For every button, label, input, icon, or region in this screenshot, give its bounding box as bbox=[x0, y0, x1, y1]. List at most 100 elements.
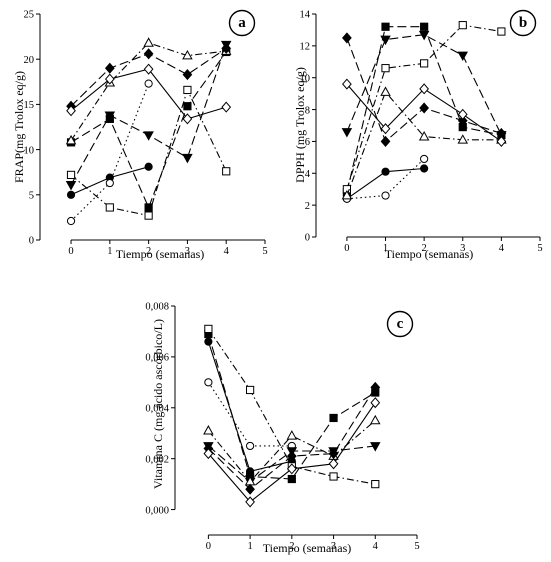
panel-a-series-0-point bbox=[144, 162, 153, 171]
panel-c-series-4-point bbox=[370, 442, 381, 452]
panel-c-series-6-point bbox=[245, 483, 255, 495]
panel-c-xlabel: Tiempo (semanas) bbox=[263, 541, 352, 555]
panel-b-series-6-point bbox=[380, 135, 391, 147]
panel-a-ylabel: FRAP(mg Trolox eq/g) bbox=[12, 71, 26, 183]
panel-b-series-1-point bbox=[420, 154, 429, 164]
panel-c-x-tick-label: 4 bbox=[373, 541, 379, 552]
panel-b-x-tick-label: 3 bbox=[460, 243, 465, 254]
panel-c-y-tick-label: 0,006 bbox=[145, 353, 169, 364]
panel-c-series-1-point bbox=[246, 441, 255, 451]
panel-b-x-tick-label: 1 bbox=[383, 243, 388, 254]
panel-a-series-7-point bbox=[182, 113, 193, 125]
panel-a-xlabel: Tiempo (semanas) bbox=[116, 247, 205, 261]
panel-a-series-0-point bbox=[66, 190, 76, 199]
panel-b-series-7-point bbox=[496, 135, 507, 147]
panel-b-series-5-point bbox=[418, 131, 430, 141]
panel-c-series-1-point bbox=[204, 378, 213, 387]
panel-c-badge bbox=[386, 310, 414, 338]
panel-a-series-2-point bbox=[144, 203, 153, 212]
panel-c-x-tick-label: 1 bbox=[247, 541, 252, 552]
panel-c-x-tick-label: 5 bbox=[414, 541, 419, 552]
panel-c-series-5-point bbox=[286, 430, 298, 440]
panel-a-y-tick-label: 10 bbox=[24, 145, 35, 156]
panel-a-series-7-line bbox=[70, 68, 227, 120]
panel-c-x-tick-label: 2 bbox=[289, 541, 294, 552]
panel-c-x-tick-label: 3 bbox=[331, 541, 336, 552]
panel-c-series-6-point bbox=[370, 381, 381, 393]
panel-c-series-3-point bbox=[246, 385, 255, 395]
panel-a-series-5-point bbox=[143, 37, 154, 47]
panel-a-series-1-point bbox=[144, 79, 153, 88]
panel-b-series-2-point bbox=[381, 22, 390, 31]
panel-a-y-tick-label: 0 bbox=[29, 236, 34, 247]
panel-b-series-7-point bbox=[342, 78, 352, 90]
panel-c-y-tick-label: 0,002 bbox=[145, 454, 169, 465]
panel-a-series-6-point bbox=[221, 42, 232, 54]
panel-b-series-5-point bbox=[457, 134, 469, 144]
panel-a-series-3-line bbox=[70, 88, 227, 217]
panel-b-y-tick-label: 0 bbox=[305, 233, 310, 244]
panel-a-series-5-line bbox=[70, 42, 227, 141]
panel-a-series-6-point bbox=[182, 69, 193, 81]
panel-a-x-tick-label: 1 bbox=[107, 246, 112, 257]
panel-b-y-tick-label: 8 bbox=[305, 105, 310, 116]
panel-b-y-tick-label: 12 bbox=[300, 42, 311, 53]
panel-c-label: c bbox=[397, 316, 404, 332]
panel-a-x-tick-label: 5 bbox=[262, 246, 267, 257]
panel-c-series-3-point bbox=[204, 324, 213, 333]
panel-a-series-4-point bbox=[65, 181, 77, 191]
panel-b-series-4-line bbox=[346, 34, 502, 136]
panel-a-series-4-point bbox=[104, 111, 116, 121]
panel-b-series-6-point bbox=[342, 32, 352, 44]
panel-b-x-tick-label: 0 bbox=[344, 243, 349, 254]
panel-c-series-5-point bbox=[203, 425, 214, 435]
panel-c-series-0-line bbox=[207, 341, 292, 473]
panel-b-y-tick-label: 4 bbox=[305, 169, 311, 180]
panel-b-xlabel: Tiempo (semanas) bbox=[385, 247, 474, 261]
panel-c-ylabel: Vitamina C (mg ácido ascórbico/L) bbox=[151, 319, 165, 489]
panel-a-series-3-point bbox=[222, 167, 231, 176]
panel-a-badge bbox=[228, 9, 256, 37]
panel-b-series-4-point bbox=[380, 35, 391, 46]
panel-a-frap-chart: a FRAP(mg Trolox eq/g) Tiempo (semanas) … bbox=[12, 10, 268, 261]
panel-b-y-tick-label: 10 bbox=[300, 73, 311, 84]
panel-a-label: a bbox=[238, 15, 246, 31]
panel-c-y-tick-label: 0,008 bbox=[145, 302, 169, 313]
panel-b-x-tick-label: 4 bbox=[499, 243, 505, 254]
panel-c-series-7-point bbox=[286, 463, 297, 475]
panel-c-y-tick-label: 0,004 bbox=[145, 403, 169, 414]
panel-b-series-4-point bbox=[457, 51, 469, 62]
panel-b-y-tick-label: 6 bbox=[305, 137, 310, 148]
panel-b-x-tick-label: 5 bbox=[537, 243, 542, 254]
panel-a-series-3-point bbox=[183, 85, 192, 95]
panel-b-series-3-point bbox=[497, 27, 506, 36]
panel-b-y-tick-label: 14 bbox=[300, 10, 311, 21]
panel-c-series-2-point bbox=[329, 413, 338, 423]
panel-b-series-3-point bbox=[458, 21, 467, 30]
panel-b-series-4-point bbox=[341, 128, 353, 138]
panel-c-x-tick-label: 0 bbox=[206, 541, 211, 552]
panel-a-series-3-point bbox=[105, 203, 114, 212]
panel-b-dpph-chart: b DPPH (mg Trolox eq/g) Tiempo (semanas)… bbox=[293, 10, 543, 261]
panel-b-series-4-point bbox=[418, 30, 430, 41]
panel-a-y-tick-label: 25 bbox=[24, 10, 35, 21]
panel-c-series-3-point bbox=[371, 480, 380, 489]
panel-a-x-tick-label: 0 bbox=[68, 246, 73, 257]
panel-a-series-6-point bbox=[104, 62, 115, 74]
panel-a-series-2-line bbox=[70, 51, 227, 209]
panel-a-series-4-point bbox=[143, 131, 154, 141]
panel-b-label: b bbox=[519, 15, 527, 31]
panel-a-series-3-point bbox=[144, 211, 153, 220]
panel-a-series-7-point bbox=[66, 105, 76, 117]
panel-c-series-7-point bbox=[328, 458, 339, 470]
panel-a-series-6-point bbox=[143, 48, 154, 60]
panel-a-series-7-point bbox=[143, 63, 154, 75]
panel-c-series-7-point bbox=[203, 448, 214, 460]
panel-a-series-2-point bbox=[183, 102, 192, 111]
panel-c-series-7-point bbox=[245, 496, 255, 508]
panel-b-series-7-point bbox=[380, 123, 391, 135]
panel-c-series-7-point bbox=[370, 397, 381, 409]
panel-b-y-tick-label: 2 bbox=[305, 201, 310, 212]
panel-a-series-7-point bbox=[221, 101, 232, 113]
